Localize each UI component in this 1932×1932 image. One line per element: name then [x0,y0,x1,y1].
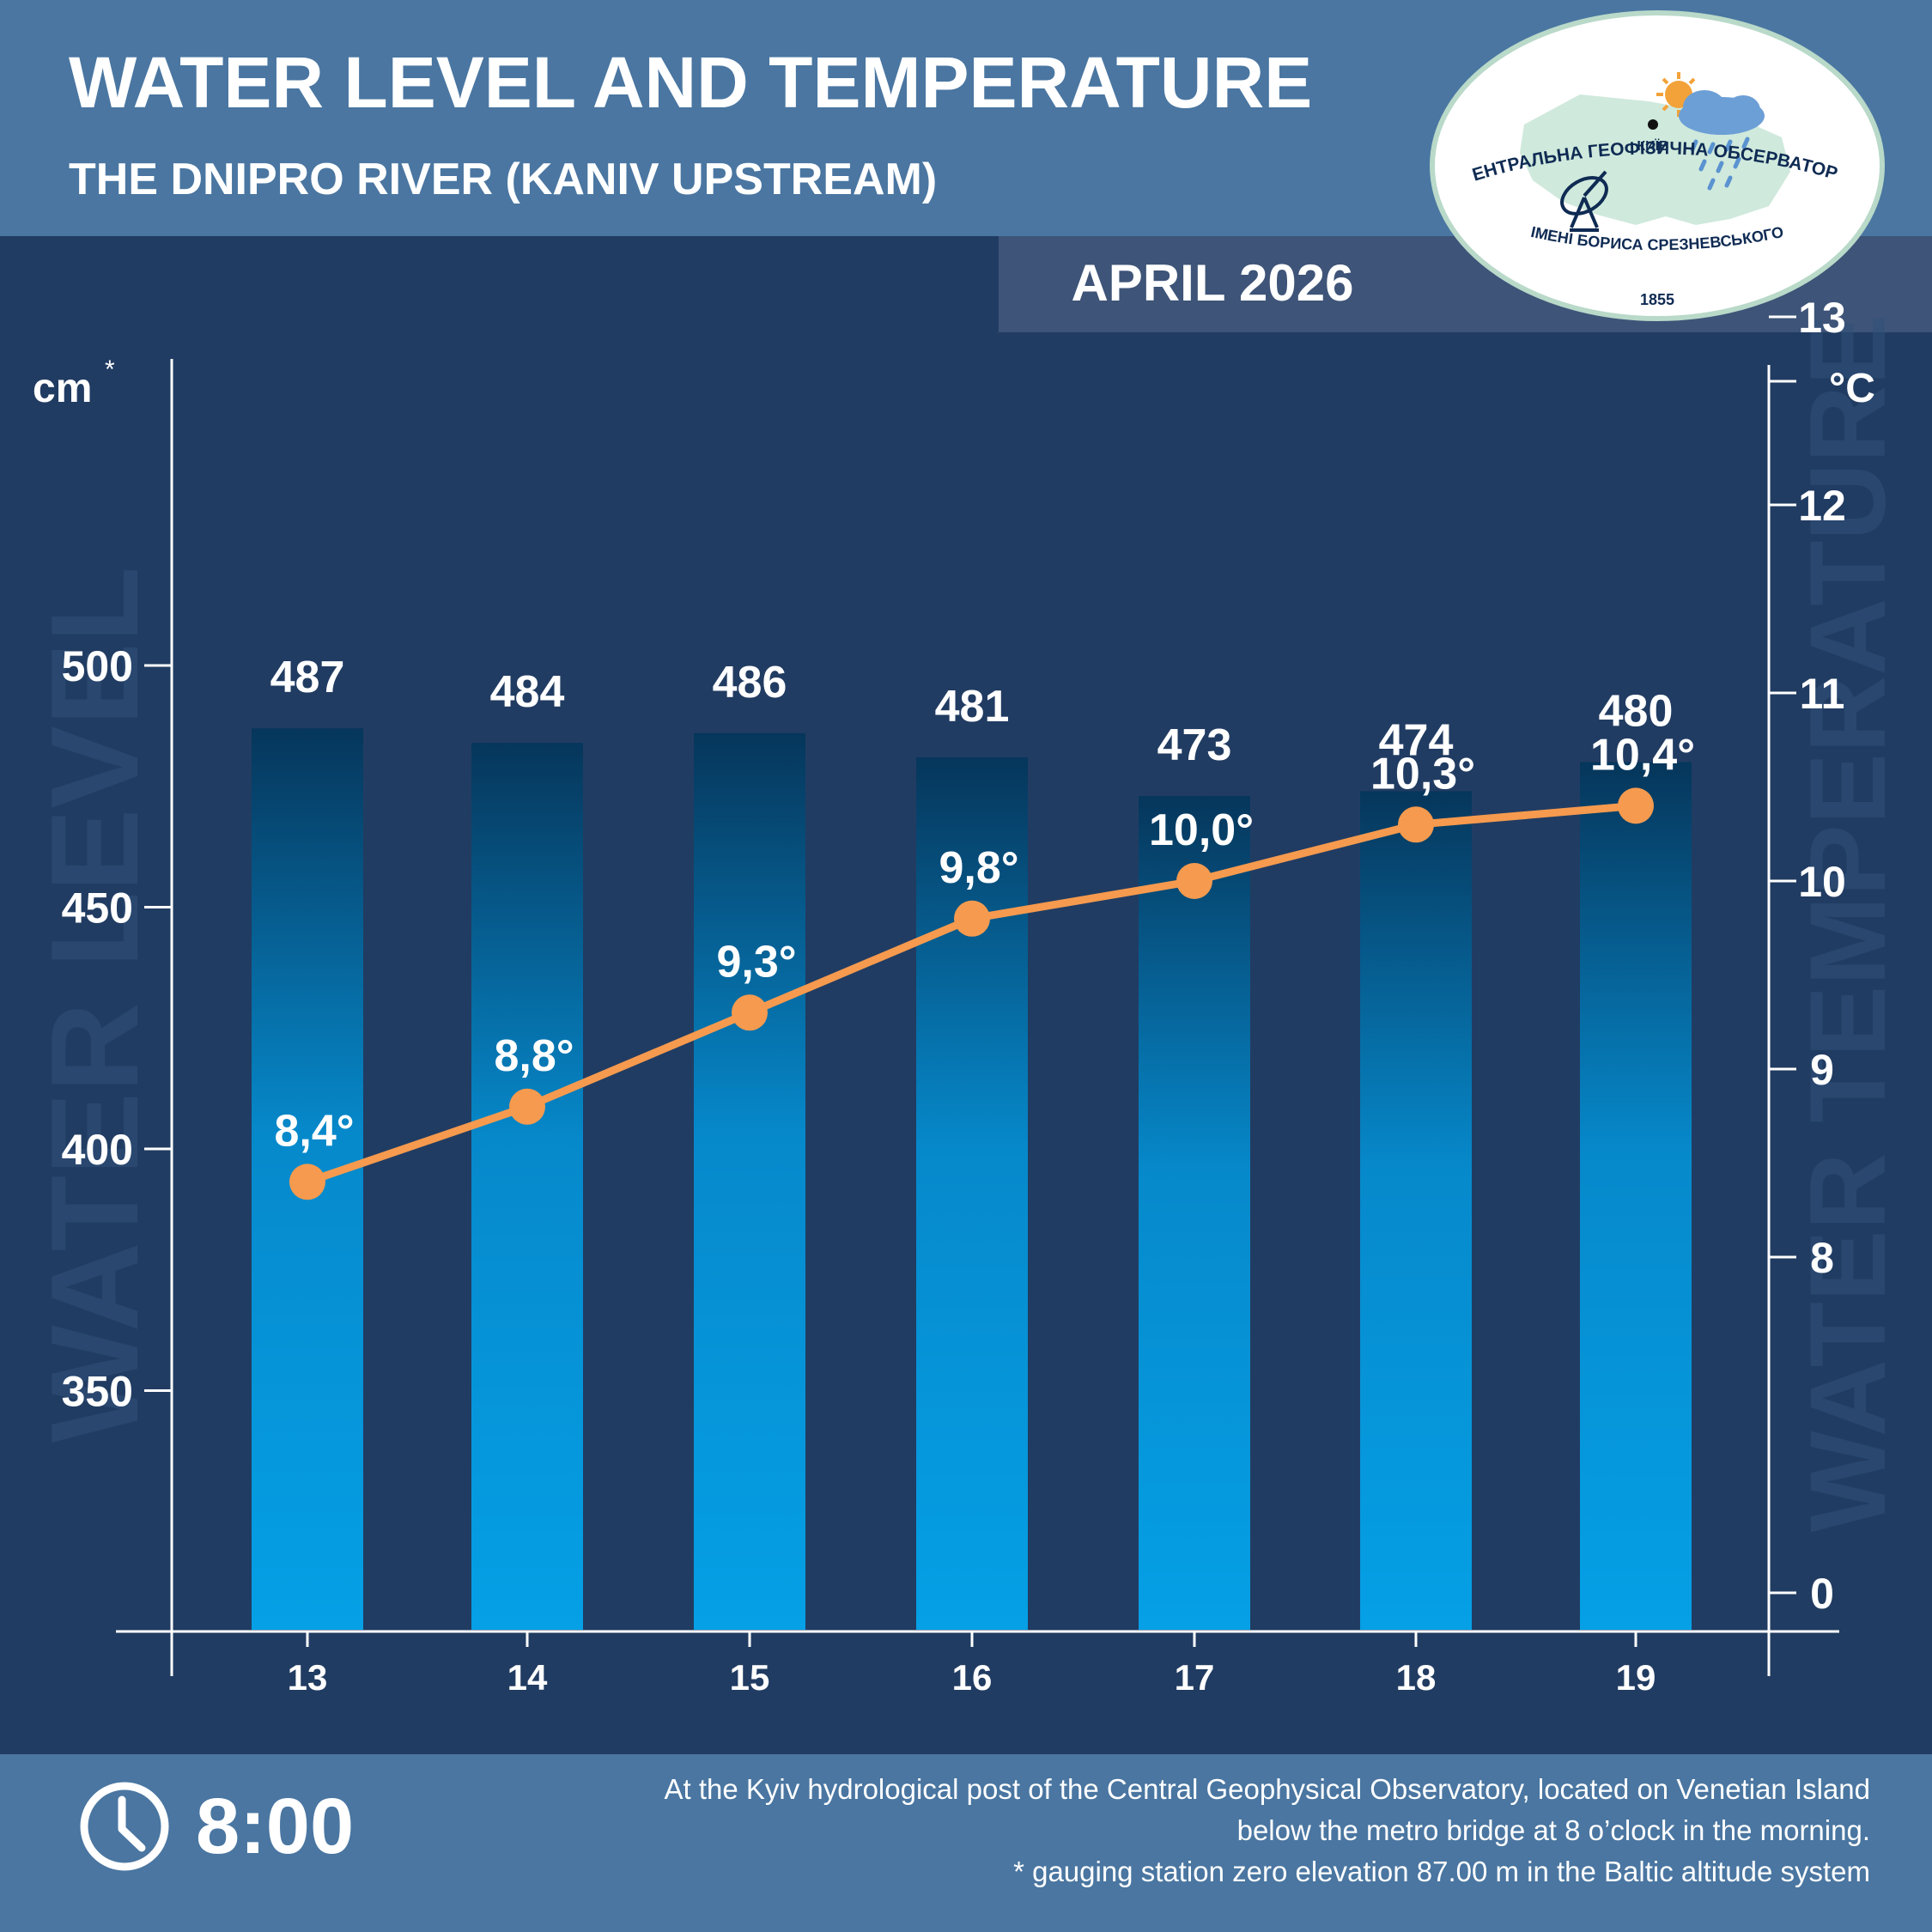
temperature-point [1398,806,1434,843]
temperature-value-label: 8,4° [274,1106,354,1156]
bar-value-label: 486 [713,658,787,708]
data-labels: 487 484 486 481 473 474 480 8,4° 8,8° 9,3° 9,8° 10,… [270,653,1695,1156]
temperature-point [732,994,768,1031]
page-title: WATER LEVEL AND TEMPERATURE [69,42,1312,123]
footer-note-line-1: At the Kyiv hydrological post of the Cen… [664,1773,1870,1805]
left-axis-unit: cm [33,366,92,411]
logo-year: 1855 [1640,291,1674,308]
bar-value-label: 473 [1157,720,1232,770]
temperature-line [289,787,1654,1200]
right-axis-tick-label: 12 [1798,482,1846,530]
right-axis-tick-label: 11 [1800,670,1845,718]
temperature-value-label: 10,4° [1590,730,1695,780]
page-subtitle: THE DNIPRO RIVER (KANIV UPSTREAM) [69,155,937,204]
right-axis-tick-label: 10 [1798,858,1846,906]
bar-value-label: 487 [270,653,345,702]
bar-value-label: 474 [1379,715,1454,765]
right-axis-tick-label: 0 [1810,1570,1834,1618]
x-tick-label: 14 [507,1657,548,1698]
temperature-value-label: 9,8° [939,843,1018,893]
left-axis-unit-mark: * [105,355,115,384]
footer-note-line-2: below the metro bridge at 8 o’clock in t… [1237,1814,1870,1846]
right-axis-watermark: WATER TEMPERATURE [1789,314,1908,1533]
temperature-point [509,1088,545,1125]
x-tick-label: 19 [1616,1657,1656,1698]
axis-ticks: 13 14 15 16 17 18 19 350 400 450 500 0 8 9 10 11 12 13 [62,294,1846,1698]
x-tick-label: 15 [730,1657,770,1698]
left-axis-tick-label: 350 [62,1368,133,1416]
temperature-point [954,900,990,937]
x-tick-label: 17 [1175,1657,1215,1698]
left-axis-watermark: WATER LEVEL [25,567,164,1443]
temperature-point [289,1163,325,1200]
rain-cloud-icon [1679,90,1765,191]
observation-time: 8:00 [196,1783,354,1870]
chart-axes: cm * °C [33,355,1875,1676]
clock-icon [80,1782,169,1871]
left-axis-tick-label: 500 [62,642,133,690]
bar-day-17 [1139,796,1250,1630]
period-label: APRIL 2026 [1071,254,1353,312]
right-axis-tick-label: 8 [1810,1234,1834,1282]
water-level-bars [252,728,1692,1631]
temperature-value-label: 10,0° [1149,805,1254,855]
temperature-value-label: 8,8° [494,1031,574,1081]
bar-day-15 [694,732,805,1630]
temperature-point [1618,787,1654,824]
temperature-value-label: 10,3° [1370,749,1475,799]
bar-day-18 [1360,791,1472,1630]
radar-dish-icon [1560,170,1608,232]
bar-value-label: 480 [1599,687,1674,737]
bar-day-19 [1580,762,1692,1630]
footer-band [0,1754,1932,1932]
right-axis-tick-label: 9 [1810,1046,1834,1094]
x-tick-label: 13 [288,1657,328,1698]
footer-note-line-3: * gauging station zero elevation 87.00 m… [1013,1856,1870,1887]
left-axis-tick-label: 400 [62,1126,133,1174]
right-axis-unit: °C [1829,366,1875,411]
x-tick-label: 16 [952,1657,993,1698]
temperature-value-label: 9,3° [716,937,796,987]
bar-value-label: 484 [490,667,565,717]
logo-city: КИЇВ [1637,138,1668,154]
x-tick-label: 18 [1396,1657,1437,1698]
kyiv-dot-icon [1648,119,1658,130]
left-axis-tick-label: 450 [62,884,133,933]
temperature-point [1176,863,1212,899]
right-axis-tick-label: 13 [1798,294,1846,342]
bar-day-14 [471,743,583,1630]
bar-value-label: 481 [935,682,1010,732]
